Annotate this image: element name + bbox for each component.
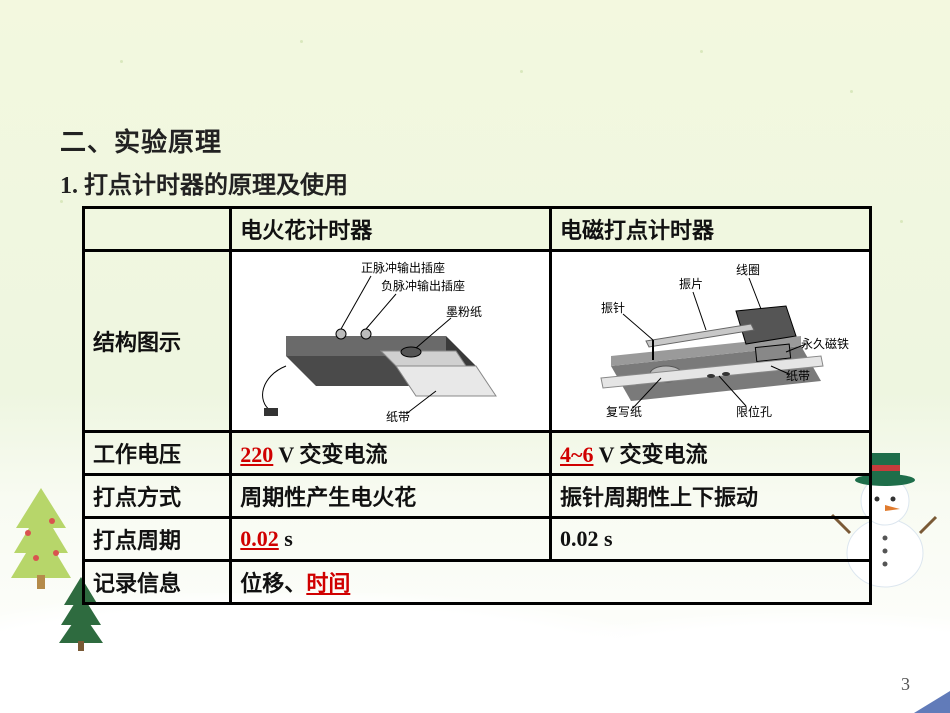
voltage1-red: 220 [240,442,273,467]
row-structure: 结构图示 .dl{font:12px "SimSun"; fill:#000;}… [84,251,871,432]
bg-dot [850,90,853,93]
label-coil: 线圈 [736,263,760,277]
diagram-em-timer: .dl{font:12px "SimSun"; fill:#000;} .ln{… [551,251,871,432]
diagram-spark-timer: .dl{font:12px "SimSun"; fill:#000;} .ln{… [231,251,551,432]
row-label-record: 记录信息 [84,561,231,604]
bg-dot [900,220,903,223]
cell-record: 位移、时间 [231,561,871,604]
bg-dot [120,60,123,63]
voltage2-rest: V 交变电流 [593,442,707,467]
subsection-heading: 1. 打点计时器的原理及使用 [60,165,880,200]
slide-content: 二、实验原理 1. 打点计时器的原理及使用 电火花计时器 电磁打点计时器 结构图… [60,122,880,605]
cell-voltage-1: 220 V 交变电流 [231,432,551,475]
label-tape1: 纸带 [386,410,410,424]
label-needle: 振针 [601,300,625,315]
row-label-structure: 结构图示 [84,251,231,432]
label-toner: 墨粉纸 [446,305,482,319]
row-period: 打点周期 0.02 s 0.02 s [84,518,871,561]
bg-dot [300,40,303,43]
record-red: 时间 [306,571,350,596]
label-magnet: 永久磁铁 [801,336,849,351]
row-label-method: 打点方式 [84,475,231,518]
voltage2-red: 4~6 [560,442,593,467]
row-voltage: 工作电压 220 V 交变电流 4~6 V 交变电流 [84,432,871,475]
table-header-row: 电火花计时器 电磁打点计时器 [84,208,871,251]
timer-comparison-table: 电火花计时器 电磁打点计时器 结构图示 .dl{font:12px "SimSu… [82,206,872,605]
cell-method-1: 周期性产生电火花 [231,475,551,518]
cell-voltage-2: 4~6 V 交变电流 [551,432,871,475]
row-method: 打点方式 周期性产生电火花 振针周期性上下振动 [84,475,871,518]
label-hole: 限位孔 [736,404,772,419]
header-blank [84,208,231,251]
col2-header: 电磁打点计时器 [551,208,871,251]
bg-dot [700,50,703,53]
label-carbon: 复写纸 [606,405,642,419]
snow-ground [0,593,950,713]
record-prefix: 位移、 [240,571,306,596]
row-record: 记录信息 位移、时间 [84,561,871,604]
label-reed: 振片 [679,277,703,291]
page-number: 3 [901,674,910,695]
label-tape2: 纸带 [786,369,810,383]
row-label-voltage: 工作电压 [84,432,231,475]
section-heading: 二、实验原理 [60,122,880,159]
row-label-period: 打点周期 [84,518,231,561]
label-pos-pulse: 正脉冲输出插座 [361,260,445,275]
period1-rest: s [279,526,293,551]
voltage1-rest: V 交变电流 [273,442,387,467]
col1-header: 电火花计时器 [231,208,551,251]
bg-dot [520,70,523,73]
cell-period-2: 0.02 s [551,518,871,561]
cell-period-1: 0.02 s [231,518,551,561]
corner-accent [914,691,950,713]
label-neg-pulse: 负脉冲输出插座 [381,278,465,293]
cell-method-2: 振针周期性上下振动 [551,475,871,518]
period1-red: 0.02 [240,526,279,551]
